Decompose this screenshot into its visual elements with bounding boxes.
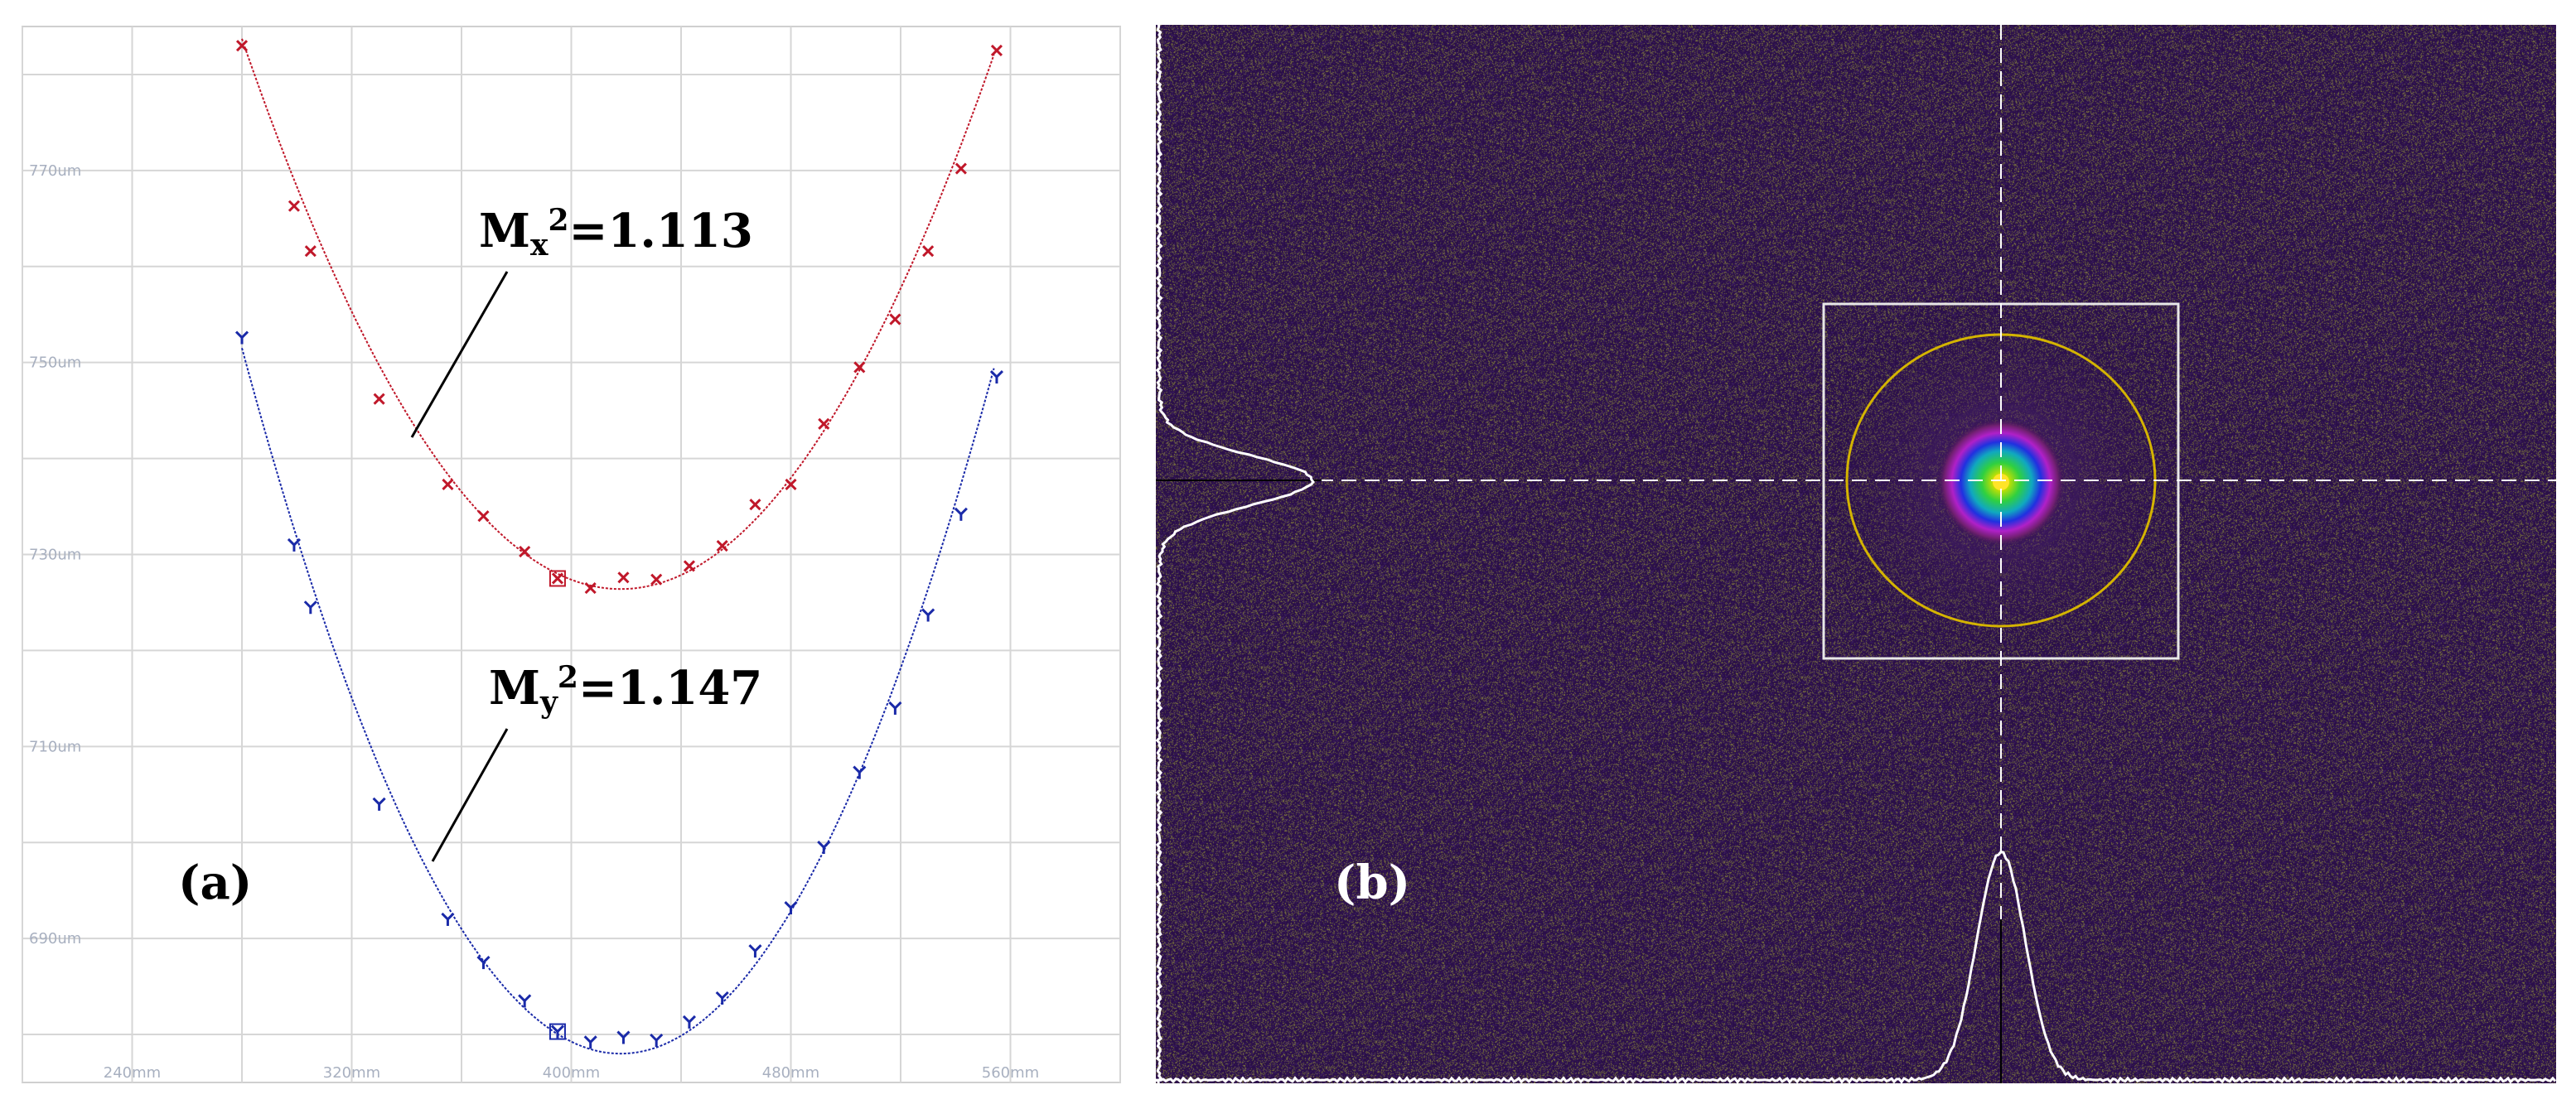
x-axis-ticks: 240mm 320mm 400mm 480mm 560mm xyxy=(104,1064,1039,1082)
y-marker xyxy=(616,1030,631,1044)
grid xyxy=(22,27,1121,1082)
mx-leader-line xyxy=(410,271,509,438)
fit-curves xyxy=(241,38,995,1055)
y-marker xyxy=(476,956,491,970)
beam-profile-panel: (b) xyxy=(1156,25,2556,1083)
x-marker xyxy=(990,44,1003,57)
x-marker xyxy=(922,245,935,258)
y-marker xyxy=(303,600,317,615)
x-tick-label: 240mm xyxy=(104,1064,161,1082)
x-marker xyxy=(889,313,901,325)
y-axis-ticks: 690um 710um 730um 750um 770um xyxy=(29,162,81,947)
x-marker xyxy=(519,545,531,558)
x-marker xyxy=(818,417,830,430)
beam-core xyxy=(1993,474,2009,490)
y-marker xyxy=(234,330,249,345)
y-tick-label: 690um xyxy=(29,930,81,947)
y-marker xyxy=(650,1033,664,1047)
y-tick-label: 770um xyxy=(29,162,81,180)
y-marker xyxy=(518,994,532,1008)
x-marker xyxy=(288,200,300,212)
y-marker xyxy=(583,1035,597,1049)
panel-label-b: (b) xyxy=(1334,856,1410,910)
x-tick-label: 320mm xyxy=(323,1064,380,1082)
x-marker xyxy=(617,571,630,584)
x-tick-label: 560mm xyxy=(982,1064,1039,1082)
y-marker xyxy=(682,1015,696,1029)
data-markers xyxy=(234,40,1003,1049)
y-marker xyxy=(441,912,455,926)
y-marker xyxy=(954,507,968,521)
y-tick-label: 750um xyxy=(29,354,81,372)
fit-curve-x xyxy=(241,38,995,591)
mx-annotation: Mx2=1.113 xyxy=(479,203,753,263)
my-leader-line xyxy=(431,728,509,862)
panel-label-a: (a) xyxy=(178,856,252,910)
x-tick-label: 400mm xyxy=(543,1064,600,1082)
y-marker xyxy=(817,840,831,855)
y-marker xyxy=(372,797,386,811)
x-marker xyxy=(853,361,866,374)
x-marker xyxy=(749,499,761,511)
y-marker xyxy=(784,900,798,915)
x-marker xyxy=(584,582,597,595)
x-marker xyxy=(683,560,695,572)
x-marker xyxy=(373,393,385,405)
fit-curve-y xyxy=(241,347,995,1055)
x-marker xyxy=(955,162,967,175)
y-marker xyxy=(921,608,935,622)
y-marker xyxy=(287,538,301,552)
x-marker xyxy=(716,540,728,552)
x-marker xyxy=(549,570,566,587)
y-marker xyxy=(888,701,902,715)
x-marker xyxy=(442,478,454,490)
caustic-chart: 690um 710um 730um 750um 770um 240mm 320mm 400m… xyxy=(22,26,1121,1083)
x-marker xyxy=(650,573,663,586)
horizontal-profile xyxy=(1156,25,1315,1083)
y-marker xyxy=(853,765,867,779)
y-marker xyxy=(748,944,762,958)
y-marker xyxy=(989,370,1003,384)
x-marker xyxy=(785,478,797,490)
y-marker xyxy=(549,1023,566,1040)
y-marker xyxy=(715,991,729,1005)
x-marker xyxy=(477,510,490,523)
y-tick-label: 730um xyxy=(29,547,81,564)
x-tick-label: 480mm xyxy=(762,1064,819,1082)
x-marker xyxy=(235,40,249,52)
vertical-profile xyxy=(1156,850,2556,1083)
x-marker xyxy=(304,245,317,258)
y-tick-label: 710um xyxy=(29,738,81,755)
my-annotation: My2=1.147 xyxy=(489,660,762,720)
beam-overlay: (b) xyxy=(1156,25,2556,1083)
